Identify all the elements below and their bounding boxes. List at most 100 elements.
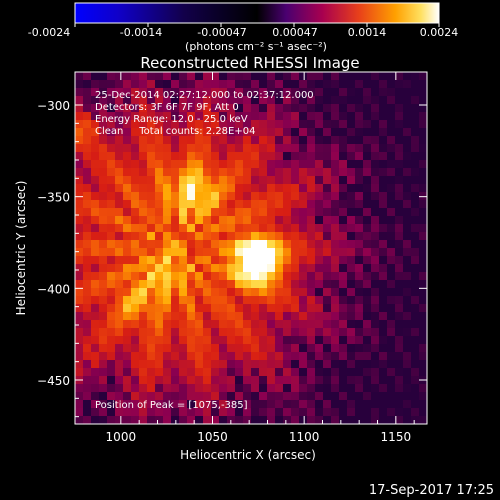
heatmap-pixel: [411, 296, 420, 305]
heatmap-pixel: [251, 336, 260, 345]
heatmap-pixel: [83, 224, 92, 233]
heatmap-pixel: [379, 352, 388, 361]
heatmap-pixel: [163, 224, 172, 233]
heatmap-pixel: [355, 344, 364, 353]
heatmap-pixel: [163, 144, 172, 153]
heatmap-pixel: [243, 280, 252, 289]
heatmap-pixel: [187, 88, 196, 97]
heatmap-pixel: [99, 408, 108, 417]
heatmap-pixel: [291, 232, 300, 241]
heatmap-pixel: [395, 200, 404, 209]
heatmap-pixel: [203, 120, 212, 129]
heatmap-pixel: [251, 320, 260, 329]
heatmap-pixel: [171, 184, 180, 193]
heatmap-pixel: [411, 384, 420, 393]
heatmap-pixel: [75, 336, 84, 345]
heatmap-pixel: [267, 128, 276, 137]
heatmap-pixel: [91, 360, 100, 369]
heatmap-pixel: [123, 400, 132, 409]
heatmap-pixel: [219, 360, 228, 369]
heatmap-pixel: [291, 368, 300, 377]
heatmap-pixel: [131, 120, 140, 129]
heatmap-pixel: [91, 384, 100, 393]
heatmap-pixel: [395, 400, 404, 409]
heatmap-pixel: [147, 368, 156, 377]
heatmap-pixel: [307, 360, 316, 369]
heatmap-pixel: [283, 144, 292, 153]
heatmap-pixel: [275, 152, 284, 161]
heatmap-pixel: [395, 88, 404, 97]
heatmap-pixel: [99, 296, 108, 305]
heatmap-pixel: [307, 280, 316, 289]
heatmap-pixel: [123, 144, 132, 153]
heatmap-pixel: [411, 192, 420, 201]
heatmap-pixel: [131, 352, 140, 361]
heatmap-pixel: [419, 80, 428, 89]
heatmap-pixel: [131, 280, 140, 289]
heatmap-pixel: [235, 152, 244, 161]
heatmap-pixel: [115, 232, 124, 241]
heatmap-pixel: [195, 304, 204, 313]
heatmap-pixel: [179, 288, 188, 297]
heatmap-pixel: [195, 280, 204, 289]
heatmap-pixel: [123, 240, 132, 249]
heatmap-pixel: [403, 80, 412, 89]
heatmap-pixel: [371, 80, 380, 89]
heatmap-pixel: [291, 288, 300, 297]
heatmap-pixel: [251, 224, 260, 233]
heatmap-pixel: [107, 328, 116, 337]
heatmap-pixel: [323, 224, 332, 233]
heatmap-pixel: [387, 272, 396, 281]
heatmap-pixel: [267, 232, 276, 241]
heatmap-pixel: [387, 368, 396, 377]
heatmap-pixel: [395, 96, 404, 105]
heatmap-pixel: [347, 136, 356, 145]
heatmap-pixel: [155, 112, 164, 121]
heatmap-pixel: [211, 360, 220, 369]
heatmap-pixel: [155, 304, 164, 313]
heatmap-pixel: [115, 120, 124, 129]
heatmap-pixel: [259, 336, 268, 345]
heatmap-pixel: [339, 256, 348, 265]
heatmap-pixel: [315, 152, 324, 161]
heatmap-pixel: [147, 224, 156, 233]
heatmap-pixel: [227, 360, 236, 369]
heatmap-pixel: [355, 192, 364, 201]
heatmap-pixel: [107, 176, 116, 185]
heatmap-pixel: [283, 408, 292, 417]
heatmap-pixel: [267, 72, 276, 81]
heatmap-pixel: [163, 416, 172, 425]
heatmap-pixel: [179, 336, 188, 345]
heatmap-pixel: [299, 376, 308, 385]
heatmap-pixel: [115, 248, 124, 257]
heatmap-pixel: [379, 408, 388, 417]
heatmap-pixel: [267, 224, 276, 233]
heatmap-pixel: [339, 144, 348, 153]
heatmap-pixel: [107, 80, 116, 89]
heatmap-pixel: [275, 80, 284, 89]
heatmap-pixel: [83, 328, 92, 337]
heatmap-pixel: [267, 248, 276, 257]
heatmap-pixel: [275, 336, 284, 345]
heatmap-pixel: [107, 216, 116, 225]
heatmap-pixel: [259, 352, 268, 361]
heatmap-pixel: [371, 112, 380, 121]
heatmap-pixel: [411, 352, 420, 361]
heatmap-pixel: [419, 392, 428, 401]
heatmap-pixel: [107, 200, 116, 209]
heatmap-pixel: [123, 272, 132, 281]
heatmap-pixel: [291, 128, 300, 137]
heatmap-pixel: [307, 304, 316, 313]
heatmap-pixel: [395, 152, 404, 161]
heatmap-pixel: [275, 184, 284, 193]
heatmap-pixel: [131, 384, 140, 393]
heatmap-pixel: [315, 144, 324, 153]
heatmap-pixel: [363, 248, 372, 257]
heatmap-pixel: [267, 352, 276, 361]
heatmap-pixel: [171, 240, 180, 249]
heatmap-pixel: [99, 152, 108, 161]
heatmap-pixel: [195, 360, 204, 369]
heatmap-pixel: [355, 360, 364, 369]
heatmap-pixel: [83, 176, 92, 185]
heatmap-pixel: [331, 368, 340, 377]
